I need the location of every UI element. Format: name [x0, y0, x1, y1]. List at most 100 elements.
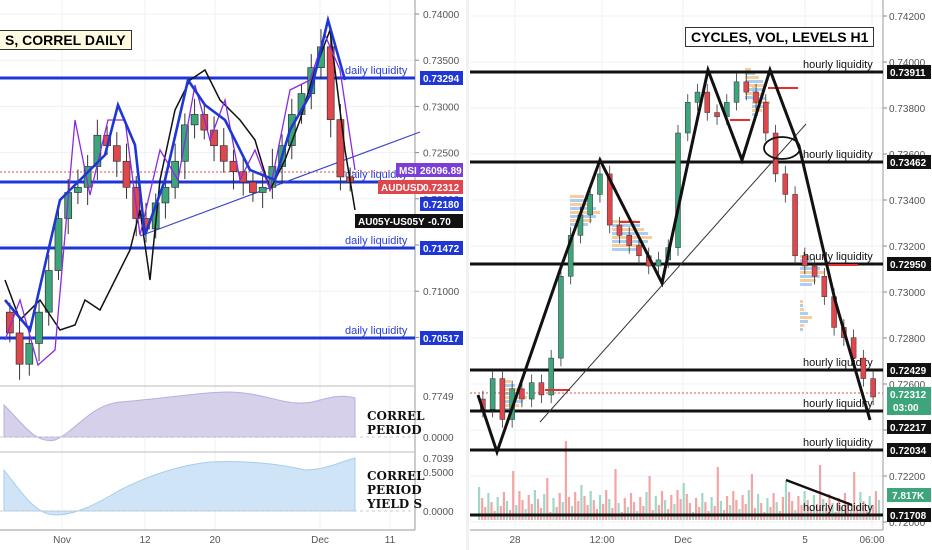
volume-profile-bar — [570, 195, 584, 198]
hourly-level-tag-bg — [887, 508, 931, 522]
volume-profile-bar — [505, 380, 511, 383]
msi-tag-value: 26096.89 — [420, 166, 462, 177]
ind2-tick: 0.0000 — [423, 507, 454, 518]
volume-bar — [800, 505, 803, 520]
hourly-level-tag-bg — [887, 443, 931, 457]
volume-bar — [704, 502, 707, 520]
price-tick-label: 0.73000 — [889, 288, 926, 299]
volume-bar — [608, 499, 611, 520]
candle-body — [74, 186, 82, 193]
candle-body — [161, 186, 170, 204]
candle-body — [249, 181, 257, 193]
volume-profile-bar — [612, 228, 644, 231]
candle-body — [655, 259, 662, 267]
candle-body — [567, 235, 574, 277]
volume-bar — [670, 495, 673, 520]
volume-bar — [735, 500, 738, 520]
volume-bar — [673, 504, 676, 520]
candle-body — [870, 378, 876, 398]
hourly-level-tag: 0.72217 — [890, 423, 927, 434]
volume-bar — [775, 502, 778, 520]
price-tick-label: 0.72000 — [889, 518, 926, 529]
volume-bar — [843, 493, 846, 520]
volume-bar — [623, 498, 626, 520]
volume-bar — [716, 467, 719, 520]
volume-bar — [598, 495, 602, 520]
left-chart-bg — [0, 0, 415, 530]
volume-bar — [806, 500, 809, 520]
price-tick-label: 0.73000 — [423, 102, 460, 113]
volume-bar — [558, 493, 561, 520]
candle-body — [6, 311, 14, 334]
candle-body — [15, 332, 24, 365]
candle-body — [190, 114, 199, 126]
candle-body — [35, 311, 43, 344]
volume-bar — [605, 490, 608, 520]
hourly-level-tag-bg — [887, 420, 931, 434]
price-tick-label: 0.73500 — [423, 56, 460, 67]
candle-body — [548, 357, 554, 396]
volume-bar — [862, 501, 865, 520]
x-tick-label: 20 — [209, 535, 221, 546]
volume-bar — [757, 494, 760, 520]
price-tick-label: 0.72600 — [889, 380, 926, 391]
volume-bar — [496, 497, 499, 520]
volume-bar — [791, 501, 794, 520]
candle-body — [200, 114, 209, 131]
x-tick-label: Dec — [674, 535, 692, 546]
volume-profile-bar — [612, 224, 640, 227]
spread-line — [4, 33, 356, 367]
volume-bar — [741, 495, 744, 520]
volume-bar — [660, 491, 664, 520]
x-tick-label: 12 — [139, 535, 151, 546]
price-tick-label: 0.74200 — [889, 12, 926, 23]
ind1-tick: 0.7749 — [423, 392, 454, 403]
hourly-level-tag: 0.71708 — [890, 511, 927, 522]
left-chart-title: S, CORREL DAILY — [0, 30, 132, 50]
x-tick-label: 5 — [802, 535, 808, 546]
candle-body — [694, 91, 701, 103]
trendline — [139, 131, 421, 237]
hourly-liquidity-label: hourly liquidity — [803, 437, 873, 449]
volume-bar — [633, 502, 636, 520]
hourly-liquidity-label: hourly liquidity — [803, 59, 873, 71]
candle-body — [558, 276, 564, 359]
daily-level-tag: 0.72180 — [423, 200, 460, 211]
highlight-ellipse — [763, 136, 801, 160]
volume-tag-bg — [887, 488, 931, 502]
volume-bar — [695, 498, 698, 520]
candle-body — [606, 173, 613, 226]
volume-profile-bar — [752, 89, 758, 92]
price-tick-label: 0.73200 — [889, 242, 926, 253]
price-tick-label: 0.72200 — [889, 472, 926, 483]
hourly-liquidity-label: hourly liquidity — [803, 502, 873, 514]
volume-bar — [642, 506, 645, 520]
candle-body — [626, 235, 632, 246]
volume-bar — [543, 494, 546, 520]
volume-bar — [502, 492, 505, 520]
volume-bar — [505, 501, 509, 520]
candle-body — [25, 343, 34, 365]
cycle-zigzag — [4, 14, 347, 333]
candle-body — [753, 91, 759, 103]
volume-bar — [614, 469, 617, 520]
candle-body — [850, 337, 857, 359]
volume-bar — [546, 478, 549, 520]
volume-bar — [676, 490, 679, 520]
daily-level-tag-bg — [420, 71, 463, 85]
volume-tag: 7.817K — [892, 491, 925, 502]
volume-profile-bar — [752, 97, 766, 100]
x-tick-label: Dec — [311, 535, 329, 546]
hourly-liquidity-label: hourly liquidity — [803, 251, 873, 263]
price-tick-label: 0.71000 — [423, 287, 460, 298]
volume-bar — [577, 501, 580, 520]
volume-profile-bar — [570, 211, 600, 214]
price-tag-bg — [887, 387, 931, 415]
candle-body — [112, 145, 121, 162]
countdown-tag: 03:00 — [893, 403, 919, 414]
candle-body — [792, 194, 798, 257]
volume-bar — [784, 481, 788, 520]
volume-profile-bar — [800, 267, 820, 270]
volume-bar — [701, 493, 704, 520]
hourly-level-tag: 0.72034 — [890, 446, 927, 457]
